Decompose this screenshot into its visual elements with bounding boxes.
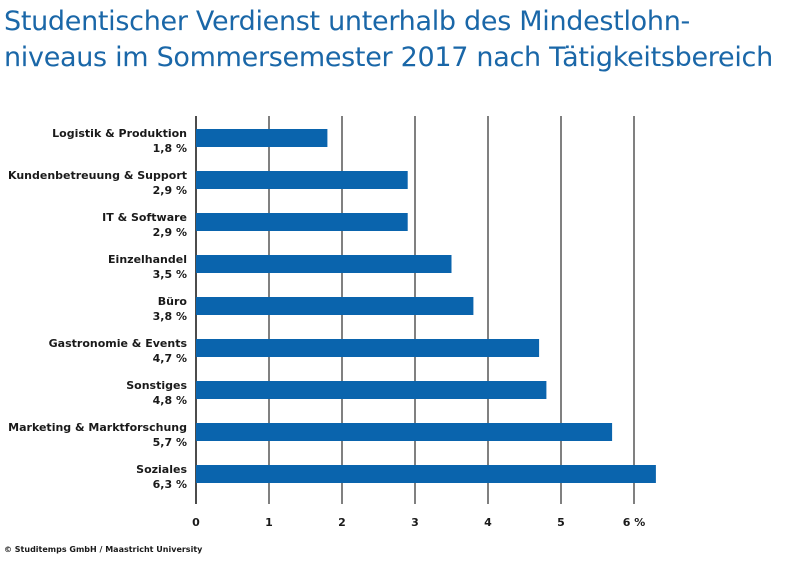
bar-2	[196, 213, 408, 231]
category-label-1: Kundenbetreuung & Support	[8, 169, 187, 182]
x-tick-label-5: 5	[557, 516, 565, 529]
bar-6	[196, 381, 547, 399]
category-label-4: Büro	[158, 295, 188, 308]
source-credit: © Studitemps GmbH / Maastricht Universit…	[4, 545, 203, 554]
bar-1	[196, 171, 408, 189]
chart-title: Studentischer Verdienst unterhalb des Mi…	[4, 4, 810, 76]
x-tick-label-6: 6 %	[623, 516, 646, 529]
category-label-2: IT & Software	[102, 211, 187, 224]
bar-7	[196, 423, 613, 441]
bar-0	[196, 129, 328, 147]
chart-title-line-1: Studentischer Verdienst unterhalb des Mi…	[4, 6, 690, 37]
value-label-5: 4,7 %	[153, 352, 187, 365]
bar-3	[196, 255, 452, 273]
category-label-5: Gastronomie & Events	[49, 337, 188, 350]
value-label-4: 3,8 %	[153, 310, 187, 323]
x-tick-label-1: 1	[265, 516, 273, 529]
x-tick-label-2: 2	[338, 516, 346, 529]
x-tick-label-4: 4	[484, 516, 492, 529]
chart-title-line-2: niveaus im Sommersemester 2017 nach Täti…	[4, 42, 773, 73]
category-label-3: Einzelhandel	[108, 253, 187, 266]
value-label-8: 6,3 %	[153, 478, 187, 491]
value-label-3: 3,5 %	[153, 268, 187, 281]
x-tick-label-3: 3	[411, 516, 419, 529]
value-label-6: 4,8 %	[153, 394, 187, 407]
category-label-0: Logistik & Produktion	[52, 127, 187, 140]
category-label-7: Marketing & Marktforschung	[8, 421, 187, 434]
category-label-6: Sonstiges	[126, 379, 187, 392]
category-label-8: Soziales	[136, 463, 187, 476]
value-label-0: 1,8 %	[153, 142, 187, 155]
bar-8	[196, 465, 656, 483]
bar-4	[196, 297, 474, 315]
x-tick-label-0: 0	[192, 516, 200, 529]
value-label-1: 2,9 %	[153, 184, 187, 197]
bar-5	[196, 339, 540, 357]
value-label-2: 2,9 %	[153, 226, 187, 239]
value-label-7: 5,7 %	[153, 436, 187, 449]
